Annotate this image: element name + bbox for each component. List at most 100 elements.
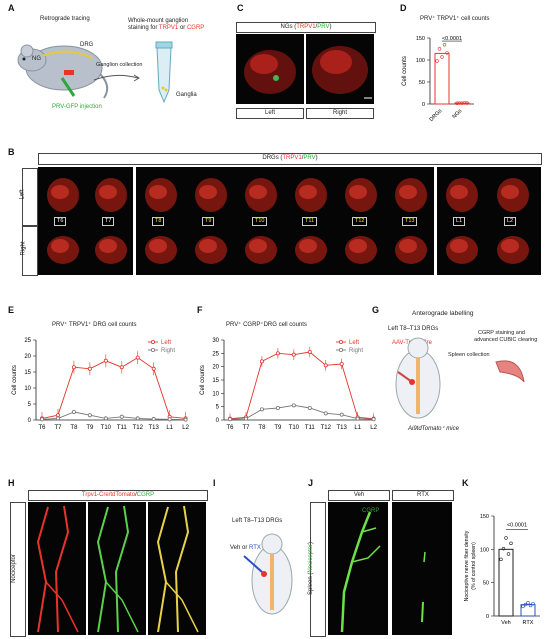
k-ylabel-1: Nociceptive nerve fiber density — [464, 530, 470, 601]
f-ytick-label: 25 — [212, 351, 219, 357]
j-side-noc: Nociceptor — [308, 543, 315, 573]
drg-left-label: Left — [19, 189, 26, 200]
d-category-label: DRGs — [429, 108, 444, 123]
drg-segment-label: T8 — [152, 217, 165, 226]
e-xtick-label: T7 — [54, 425, 62, 431]
g-cgrp-2: advanced CUBIC clearing — [474, 337, 538, 343]
drg-segment-label: L1 — [453, 217, 466, 226]
drg-image-t11-left — [288, 168, 334, 222]
e-xtick-label: L2 — [182, 425, 189, 431]
ng-label: NG — [32, 56, 41, 62]
drg-image-t7-right — [88, 226, 134, 274]
d-ytick-label: 150 — [416, 36, 425, 42]
e-ytick-label: 20 — [24, 354, 31, 360]
drg-segment-label: L2 — [504, 217, 517, 226]
drg-group-2 — [136, 167, 434, 275]
drg-image-l2-left — [490, 168, 536, 222]
e-xtick-label: T12 — [133, 425, 144, 431]
e-xtick-label: T11 — [117, 425, 128, 431]
d-category-label: NGs — [451, 108, 463, 120]
f-title: PRV⁺ CGRP⁺DRG cell counts — [226, 322, 307, 328]
drg-title-pre: DRGs ( — [262, 155, 283, 161]
collection-label: Ganglion collection — [96, 62, 143, 68]
k-point — [504, 536, 508, 540]
f-xtick-label: T8 — [258, 425, 266, 431]
e-point — [167, 417, 172, 422]
f-point — [323, 363, 328, 368]
g-title: Anterograde labelling — [412, 310, 474, 317]
f-point — [323, 411, 328, 416]
d-point — [435, 59, 439, 63]
drg-title-trpv1: TRPV1 — [282, 155, 302, 161]
stain-cgrp: CGRP — [186, 25, 205, 31]
k-category-label: Veh — [501, 620, 510, 626]
h-merge-image — [148, 502, 206, 635]
f-ytick-label: 10 — [212, 391, 219, 397]
drg-segment-label: T11 — [302, 217, 318, 226]
h-side-label: Nociceptor — [10, 554, 17, 583]
f-ytick-label: 0 — [216, 418, 220, 424]
drg-right-side: Right — [21, 226, 38, 276]
k-point — [501, 546, 506, 551]
f-point — [259, 407, 264, 412]
e-ytick-label: 5 — [28, 402, 32, 408]
h-side-box: Nociceptor — [10, 502, 26, 637]
drg-image-t10-left — [238, 168, 284, 222]
drg-left-side: Left — [19, 168, 38, 226]
e-legend-label: Right — [161, 348, 175, 354]
panel-e-letter: E — [8, 305, 15, 315]
drg-label: DRG — [80, 42, 94, 48]
drg-title-sep: / — [301, 155, 304, 161]
d-point — [440, 55, 444, 59]
ng-title-sep: / — [315, 24, 318, 30]
h-title-cgrp: CGRP — [136, 492, 155, 498]
k-ylabel-2: (% of control spleen) — [471, 542, 477, 590]
drg-segment-label: T9 — [202, 217, 215, 226]
f-ytick-label: 20 — [212, 365, 219, 371]
d-ytick-label: 0 — [422, 102, 425, 108]
j-side-label: Spleen (Nociceptor) — [308, 542, 315, 595]
drg-image-l1-right — [439, 226, 485, 274]
ng-right-image — [306, 34, 374, 104]
chart-f: 0 5 10 15 20 25 30 Cell counts T6 T7 T8 T9 T10 T11 T12… — [200, 338, 378, 431]
e-legend-marker — [150, 339, 155, 344]
k-pval: <0.0001 — [507, 523, 527, 529]
f-xtick-label: L1 — [354, 425, 361, 431]
ng-title-post: ) — [329, 24, 332, 30]
f-legend-label: Left — [349, 340, 359, 346]
drg-title-post: ) — [315, 155, 318, 161]
injection-label: PRV-GFP injection — [52, 104, 102, 110]
e-point — [151, 366, 156, 371]
drg-image-l1-left — [439, 168, 485, 222]
stain-prefix: staining for — [128, 25, 158, 31]
g-spleen: Spleen collection — [448, 352, 490, 358]
e-ytick-label: 0 — [28, 418, 32, 424]
d-point — [465, 101, 469, 105]
f-series-line-right — [229, 404, 374, 420]
f-point — [291, 352, 296, 357]
e-point — [119, 365, 124, 370]
drg-image-t13-left — [388, 168, 434, 222]
drg-image-t11-right — [288, 226, 334, 274]
e-point — [135, 355, 140, 360]
h-title-box: Trpv1-Cre/tdTomato/CGRP — [28, 490, 208, 501]
h-green-image — [88, 502, 146, 635]
ng-left-label: Left — [236, 108, 304, 119]
e-xtick-label: T8 — [70, 425, 78, 431]
d-point — [442, 43, 447, 47]
f-legend-label: Right — [349, 348, 363, 354]
panel-g-letter: G — [372, 305, 380, 315]
e-ytick-label: 15 — [24, 370, 31, 376]
d-ylabel: Cell counts — [402, 56, 408, 86]
d-ytick-label: 100 — [416, 58, 425, 64]
ng-title-pre: NGs ( — [280, 24, 297, 30]
panel-b-letter: B — [8, 147, 15, 157]
e-xtick-label: T10 — [101, 425, 112, 431]
i-drgs: Left T8–T13 DRGs — [232, 518, 283, 524]
e-xtick-label: T13 — [149, 425, 160, 431]
e-title: PRV⁺ TRPV1⁺ DRG cell counts — [52, 322, 137, 328]
mouse-back-illustration — [395, 337, 441, 419]
drg-image-t12-left — [338, 168, 384, 222]
e-point — [151, 417, 156, 422]
ng-title-box: NGs (TRPV1/PRV) — [236, 22, 376, 33]
